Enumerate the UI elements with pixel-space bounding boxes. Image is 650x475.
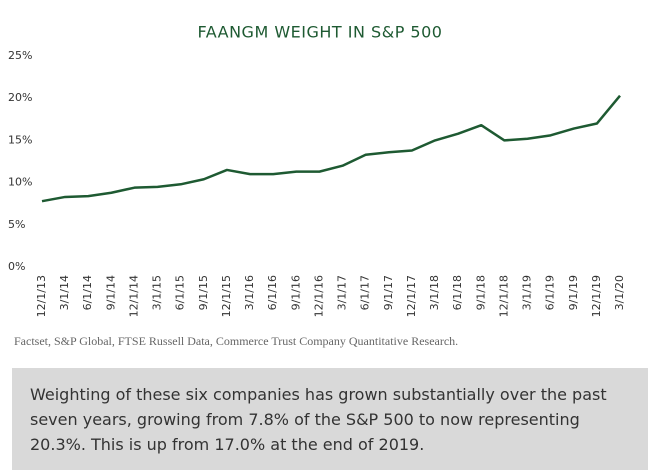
- x-tick-label: 3/1/14: [58, 275, 71, 310]
- x-tick-label: 3/1/18: [428, 275, 441, 310]
- x-tick-label: 6/1/17: [359, 275, 372, 310]
- x-tick-label: 6/1/19: [544, 275, 557, 310]
- x-tick-label: 9/1/19: [567, 275, 580, 310]
- x-tick-label: 12/1/14: [127, 275, 140, 317]
- y-tick-label: 15%: [8, 133, 32, 146]
- x-tick-label: 12/1/19: [590, 275, 603, 317]
- x-tick-label: 6/1/16: [266, 275, 279, 310]
- x-tick-label: 3/1/20: [613, 275, 626, 310]
- x-tick-label: 12/1/16: [312, 275, 325, 317]
- x-tick-label: 12/1/15: [220, 275, 233, 317]
- caption-line: 20.3%. This is up from 17.0% at the end …: [30, 435, 425, 454]
- caption-box: Weighting of these six companies has gro…: [12, 368, 648, 470]
- y-tick-label: 25%: [8, 49, 32, 62]
- y-tick-label: 0%: [8, 260, 25, 273]
- x-tick-label: 6/1/18: [451, 275, 464, 310]
- x-tick-label: 3/1/17: [336, 275, 349, 310]
- caption-line: Weighting of these six companies has gro…: [30, 385, 607, 404]
- source-note: Factset, S&P Global, FTSE Russell Data, …: [14, 334, 459, 348]
- x-tick-label: 3/1/16: [243, 275, 256, 310]
- x-tick-label: 12/1/17: [405, 275, 418, 317]
- x-tick-label: 3/1/19: [521, 275, 534, 310]
- x-tick-label: 9/1/18: [474, 275, 487, 310]
- x-tick-label: 12/1/18: [497, 275, 510, 317]
- data-line: [41, 94, 621, 203]
- x-tick-label: 12/1/13: [35, 275, 48, 317]
- caption-line: seven years, growing from 7.8% of the S&…: [30, 410, 580, 429]
- x-tick-label: 9/1/17: [382, 275, 395, 310]
- x-tick-label: 6/1/15: [174, 275, 187, 310]
- y-tick-label: 10%: [8, 176, 32, 189]
- x-tick-label: 6/1/14: [81, 275, 94, 310]
- y-tick-label: 20%: [8, 91, 32, 104]
- chart: FAANGM WEIGHT IN S&P 500 0% 5% 10% 15% 20% 25…: [8, 23, 626, 318]
- y-tick-label: 5%: [8, 218, 25, 231]
- x-tick-label: 9/1/16: [289, 275, 302, 310]
- x-tick-label: 9/1/14: [104, 275, 117, 310]
- x-tick-label: 3/1/15: [151, 275, 164, 310]
- chart-title: FAANGM WEIGHT IN S&P 500: [198, 23, 443, 42]
- x-tick-label: 9/1/15: [197, 275, 210, 310]
